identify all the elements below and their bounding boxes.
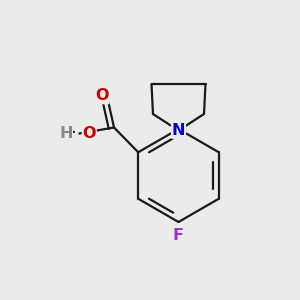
Text: O: O — [82, 126, 96, 141]
Text: O: O — [95, 88, 109, 104]
Text: F: F — [173, 228, 184, 243]
Text: H: H — [59, 126, 73, 141]
Text: N: N — [172, 123, 185, 138]
Text: ·: · — [70, 124, 76, 143]
